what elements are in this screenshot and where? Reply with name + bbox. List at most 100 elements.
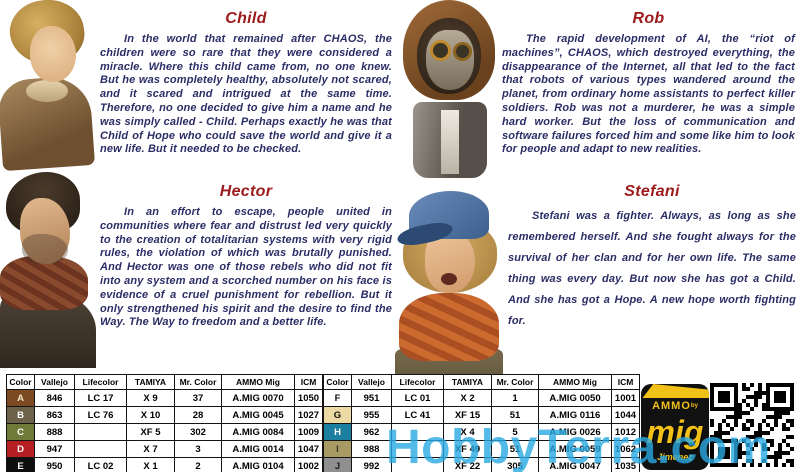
section-rob: Rob The rapid development of AI, the “ri… [502, 10, 795, 157]
header-color: Color [6, 374, 35, 390]
swatch-i: I [323, 440, 352, 458]
qr-module [722, 455, 726, 459]
qr-module [726, 415, 730, 419]
qr-module [734, 415, 738, 419]
logo-ammo-text: AMMO [652, 400, 691, 412]
swatch-c: C [6, 423, 35, 441]
qr-module [742, 423, 746, 427]
qr-module [790, 407, 794, 411]
qr-module [718, 463, 722, 467]
qr-module [770, 443, 774, 447]
qr-module [766, 455, 770, 459]
qr-module [754, 439, 758, 443]
qr-module [758, 427, 762, 431]
header-lifecolor: Lifecolor [74, 374, 127, 390]
paint-table-header-row: Color Vallejo Lifecolor TAMIYA Mr. Color… [6, 374, 323, 390]
qr-module [734, 407, 738, 411]
stefani-scarf-shape [399, 293, 499, 361]
qr-module [754, 391, 758, 395]
qr-module [718, 395, 722, 399]
cell-ammomig: A.MIG 0050 [538, 389, 612, 407]
qr-module [770, 407, 774, 411]
qr-module [726, 395, 730, 399]
qr-module [786, 427, 790, 431]
qr-module [746, 419, 750, 423]
qr-module [726, 447, 730, 451]
qr-module [774, 463, 778, 467]
qr-module [734, 411, 738, 415]
qr-module [734, 459, 738, 463]
qr-module [762, 407, 766, 411]
cell-vallejo: 863 [34, 406, 75, 424]
qr-module [738, 451, 742, 455]
qr-module [762, 403, 766, 407]
qr-module [730, 415, 734, 419]
qr-module [726, 407, 730, 411]
qr-module [778, 391, 782, 395]
qr-module [770, 415, 774, 419]
qr-module [766, 383, 770, 387]
qr-module [730, 463, 734, 467]
qr-module [782, 399, 786, 403]
qr-module [722, 407, 726, 411]
qr-module [718, 423, 722, 427]
qr-module [774, 419, 778, 423]
swatch-b: B [6, 406, 35, 424]
qr-module [726, 383, 730, 387]
qr-module [778, 443, 782, 447]
qr-module [714, 463, 718, 467]
section-title-stefani: Stefani [624, 183, 680, 200]
qr-module [774, 455, 778, 459]
logo-jimenez-text: Jimenez [657, 452, 693, 462]
qr-module [710, 443, 714, 447]
cell-ammomig: A.MIG 0045 [221, 406, 295, 424]
qr-module [734, 463, 738, 467]
cell-mrcolor: 1 [491, 389, 539, 407]
cell-icm: 1009 [294, 423, 323, 441]
hobbyterra-watermark: HobbyTerra.com [386, 421, 771, 472]
qr-module [710, 455, 714, 459]
qr-module [770, 383, 774, 387]
qr-module [722, 431, 726, 435]
qr-module [714, 383, 718, 387]
paint-row-d: D 947 X 7 3 A.MIG 0014 1047 [6, 440, 323, 458]
qr-module [710, 395, 714, 399]
qr-module [730, 427, 734, 431]
qr-module [734, 383, 738, 387]
header-lifecolor: Lifecolor [391, 374, 444, 390]
cell-mrcolor: 37 [174, 389, 222, 407]
paint-row-a: A 846 LC 17 X 9 37 A.MIG 0070 1050 [6, 389, 323, 407]
qr-module [718, 435, 722, 439]
qr-module [770, 427, 774, 431]
section-text-hector: In an effort to escape, people united in… [100, 206, 392, 329]
qr-module [790, 399, 794, 403]
logo-by-text: by [690, 403, 698, 409]
qr-module [782, 439, 786, 443]
header-tamiya: TAMIYA [126, 374, 175, 390]
stefani-mouth-shape [441, 273, 457, 285]
cell-icm: 1035 [611, 457, 640, 472]
cell-ammomig: A.MIG 0070 [221, 389, 295, 407]
cell-vallejo: 950 [34, 457, 75, 472]
cell-ammomig: A.MIG 0014 [221, 440, 295, 458]
qr-module [790, 391, 794, 395]
paint-row-j: J 992 XF 22 305 A.MIG 0047 1035 [323, 457, 640, 472]
qr-module [786, 443, 790, 447]
qr-module [710, 407, 714, 411]
section-title-rob: Rob [632, 10, 665, 27]
qr-module [738, 403, 742, 407]
qr-module [778, 395, 782, 399]
qr-module [722, 451, 726, 455]
cell-vallejo: 951 [351, 389, 392, 407]
qr-module [762, 391, 766, 395]
cell-icm: 1001 [611, 389, 640, 407]
qr-module [786, 435, 790, 439]
qr-module [774, 395, 778, 399]
cell-mrcolor: 3 [174, 440, 222, 458]
qr-module [718, 427, 722, 431]
qr-module [746, 395, 750, 399]
qr-module [746, 411, 750, 415]
qr-module [742, 463, 746, 467]
child-portrait [0, 0, 100, 172]
qr-module [774, 411, 778, 415]
